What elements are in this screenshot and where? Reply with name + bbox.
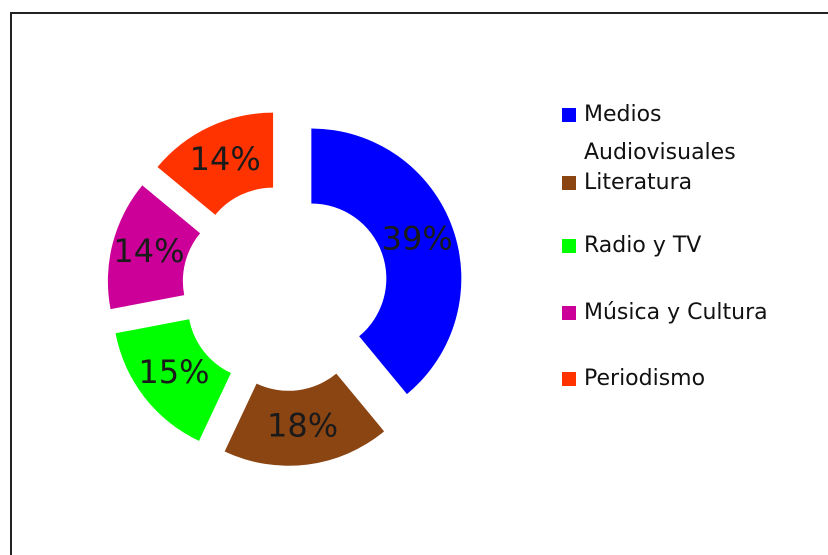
legend-label: Medios Audiovisuales xyxy=(584,102,736,165)
legend-item: Música y Cultura xyxy=(562,294,814,332)
slice-label: 14% xyxy=(113,232,184,270)
slice-label: 15% xyxy=(138,353,209,391)
legend-swatch xyxy=(562,372,576,386)
slice-label: 18% xyxy=(267,406,338,444)
slice-label: 39% xyxy=(382,219,453,257)
donut-slice xyxy=(157,112,274,215)
legend-item: Radio y TV xyxy=(562,227,814,265)
legend-label: Periodismo xyxy=(584,366,706,391)
donut-slice xyxy=(107,185,201,310)
legend-swatch xyxy=(562,306,576,320)
donut-slice xyxy=(224,373,385,466)
donut-slice xyxy=(115,319,231,441)
slice-label: 14% xyxy=(190,140,261,178)
legend-swatch xyxy=(562,176,576,190)
legend-label: Música y Cultura xyxy=(584,300,768,325)
legend-label: Radio y TV xyxy=(584,233,702,258)
legend-swatch xyxy=(562,239,576,253)
donut-slice xyxy=(311,128,462,395)
legend-item: Literatura xyxy=(562,164,814,202)
legend-item: Periodismo xyxy=(562,360,814,398)
legend-swatch xyxy=(562,108,576,122)
frame xyxy=(10,12,828,555)
legend-label: Literatura xyxy=(584,170,693,195)
legend-item: Medios Audiovisuales xyxy=(562,96,769,172)
